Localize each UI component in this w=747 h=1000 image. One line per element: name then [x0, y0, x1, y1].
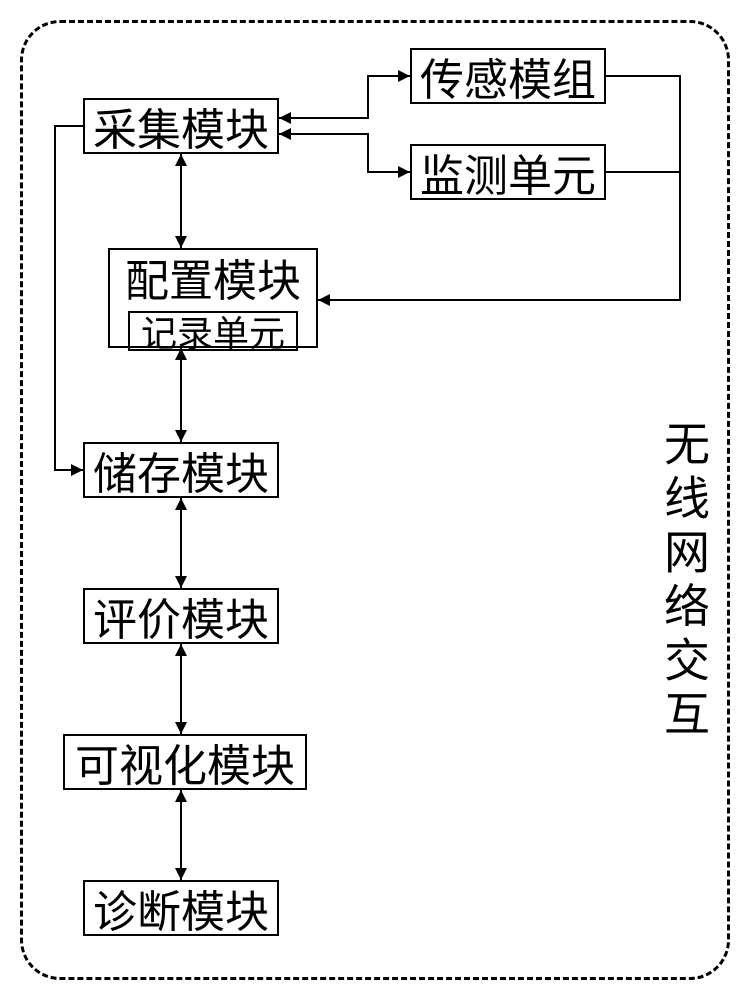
node-collect-label: 采集模块	[93, 94, 269, 158]
node-visual: 可视化模块	[63, 734, 307, 790]
node-sensor-label: 传感模组	[420, 44, 596, 108]
node-collect: 采集模块	[83, 98, 279, 154]
node-storage-label: 储存模块	[93, 438, 269, 502]
side-label-text: 无线网络交互	[658, 420, 709, 744]
node-storage: 储存模块	[83, 442, 279, 498]
node-monitor-label: 监测单元	[420, 140, 596, 204]
node-evaluate: 评价模块	[83, 588, 279, 644]
node-config-label: 配置模块	[125, 245, 301, 309]
node-sensor: 传感模组	[410, 48, 606, 104]
node-evaluate-label: 评价模块	[93, 584, 269, 648]
node-config-inner: 记录单元	[128, 311, 298, 351]
node-diagnose-label: 诊断模块	[93, 876, 269, 940]
side-label: 无线网络交互	[650, 420, 716, 744]
node-config: 配置模块 记录单元	[108, 248, 318, 348]
node-config-inner-label: 记录单元	[141, 305, 285, 357]
node-monitor: 监测单元	[410, 144, 606, 200]
node-diagnose: 诊断模块	[83, 880, 279, 936]
node-visual-label: 可视化模块	[75, 730, 295, 794]
